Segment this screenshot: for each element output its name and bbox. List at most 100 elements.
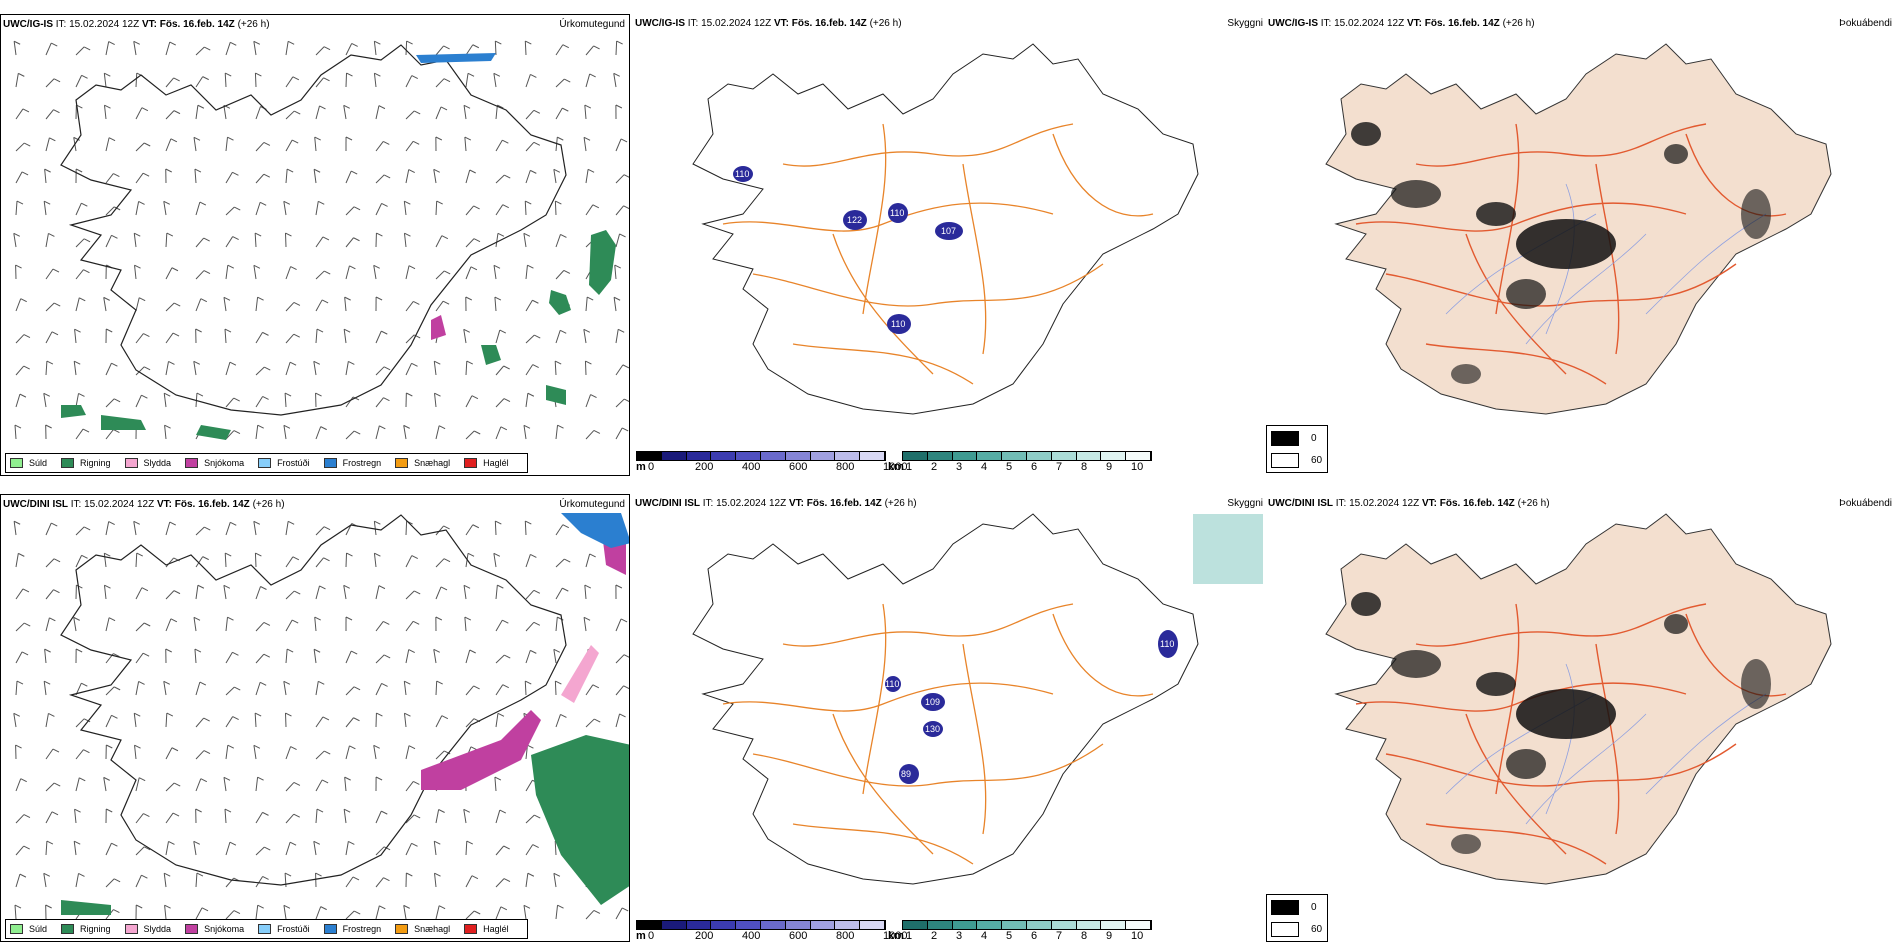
wind-barb — [313, 169, 317, 184]
wind-barb — [315, 585, 320, 600]
wind-barb — [524, 201, 527, 216]
wind-barb-flag — [291, 619, 299, 624]
wind-barb-flag — [254, 232, 262, 237]
iceland-map-fog-ig — [1325, 43, 1832, 415]
wind-barb — [555, 44, 564, 56]
wind-barb — [553, 649, 557, 664]
wind-barb-flag — [464, 136, 472, 141]
wind-barb — [135, 395, 142, 408]
wind-barb-flag — [411, 555, 418, 560]
wind-barb — [435, 45, 444, 56]
wind-barb-flag — [620, 138, 628, 143]
wind-barb-flag — [224, 808, 232, 813]
wind-barb — [495, 105, 498, 120]
wind-barb — [555, 425, 559, 440]
wind-barb — [15, 588, 24, 600]
wind-barb — [15, 171, 23, 184]
road-line — [792, 823, 974, 865]
wind-barb — [165, 590, 175, 600]
wind-barb-flag — [259, 201, 267, 206]
wind-barb-flag — [381, 330, 388, 335]
wind-barb — [405, 265, 410, 280]
wind-barb — [375, 203, 383, 216]
wind-barb-flag — [173, 782, 181, 787]
colorbar-cell — [711, 921, 737, 929]
wind-barb — [585, 394, 592, 408]
panel-title: UWC/DINI ISL IT: 15.02.2024 12Z VT: Fös.… — [1268, 498, 1550, 509]
wind-barb — [525, 814, 535, 824]
wind-barb — [225, 686, 235, 696]
road-line — [1052, 613, 1154, 697]
wind-barb — [464, 137, 467, 152]
wind-barb — [75, 873, 79, 888]
wind-barb-flag — [223, 584, 231, 589]
precip-type-legend: Súld Rigning Slydda Snjókoma Frostúði Frostre… — [5, 919, 528, 939]
legend-label: Snjókoma — [204, 924, 245, 934]
wind-barb — [285, 521, 289, 536]
wind-barb — [45, 331, 53, 344]
fog-area — [1664, 144, 1688, 164]
wind-barb-flag — [106, 328, 113, 333]
wind-barb — [164, 905, 167, 920]
visibility-value-label: 110 — [890, 208, 904, 218]
road-line — [1415, 123, 1707, 167]
wind-barb — [554, 681, 557, 696]
wind-barb-flag — [21, 171, 29, 176]
tick-label: 1 — [906, 461, 913, 473]
panel-fog-dini: UWC/DINI ISL IT: 15.02.2024 12Z VT: Fös.… — [1266, 494, 1896, 942]
wind-barb-flag — [532, 299, 539, 304]
legend-label: Haglél — [483, 924, 509, 934]
wind-barb — [195, 556, 204, 568]
wind-barb-flag — [553, 648, 561, 653]
wind-barb — [15, 651, 23, 664]
wind-barb — [495, 398, 505, 408]
wind-barb — [15, 622, 25, 632]
wind-barb-flag — [412, 620, 420, 625]
colorbar-cell — [835, 452, 861, 460]
wind-barb — [163, 681, 167, 696]
wind-barb-flag — [83, 749, 90, 754]
wind-barb-flag — [253, 264, 261, 269]
wind-barb-flag — [223, 776, 231, 781]
legend-swatch — [323, 924, 337, 934]
wind-barb — [255, 653, 265, 664]
wind-barb-flag — [262, 811, 269, 816]
wind-barb-flag — [16, 680, 24, 685]
wind-barb — [435, 270, 445, 280]
wind-barb — [555, 78, 565, 88]
wind-barb-flag — [473, 205, 480, 210]
wind-barb-flag — [441, 715, 449, 720]
wind-barb-flag — [443, 558, 451, 563]
wind-barb-flag — [442, 300, 450, 305]
wind-barb — [554, 361, 557, 376]
wind-barb-flag — [106, 808, 113, 813]
legend-swatch — [10, 458, 23, 468]
legend-label: Snæhagl — [414, 458, 451, 468]
tick-label: 400 — [742, 461, 761, 473]
wind-barb-flag — [323, 77, 330, 82]
wind-barb — [345, 43, 353, 56]
wind-barb — [314, 617, 317, 632]
wind-barb-flag — [53, 302, 61, 307]
colorbar-cell — [661, 921, 687, 929]
wind-barb — [165, 41, 171, 56]
visibility-value-label: 110 — [885, 679, 899, 689]
low-visibility-area — [935, 222, 963, 240]
wind-barb — [435, 106, 442, 120]
wind-barb — [224, 553, 227, 568]
visibility-value-label: 110 — [1160, 639, 1174, 649]
colorbar-cell — [760, 921, 786, 929]
legend-swatch — [61, 458, 75, 468]
wind-barb — [75, 526, 85, 536]
wind-barb — [13, 713, 17, 728]
wind-barb-flag — [443, 45, 450, 50]
wind-barb — [373, 553, 377, 568]
wind-barb — [315, 105, 320, 120]
wind-barb-flag — [43, 680, 51, 685]
road-line — [752, 743, 1104, 787]
wind-barb — [284, 233, 287, 248]
river-line — [1545, 663, 1575, 815]
wind-barb — [75, 428, 84, 440]
wind-barb-flag — [557, 904, 564, 909]
road-line — [962, 643, 987, 835]
